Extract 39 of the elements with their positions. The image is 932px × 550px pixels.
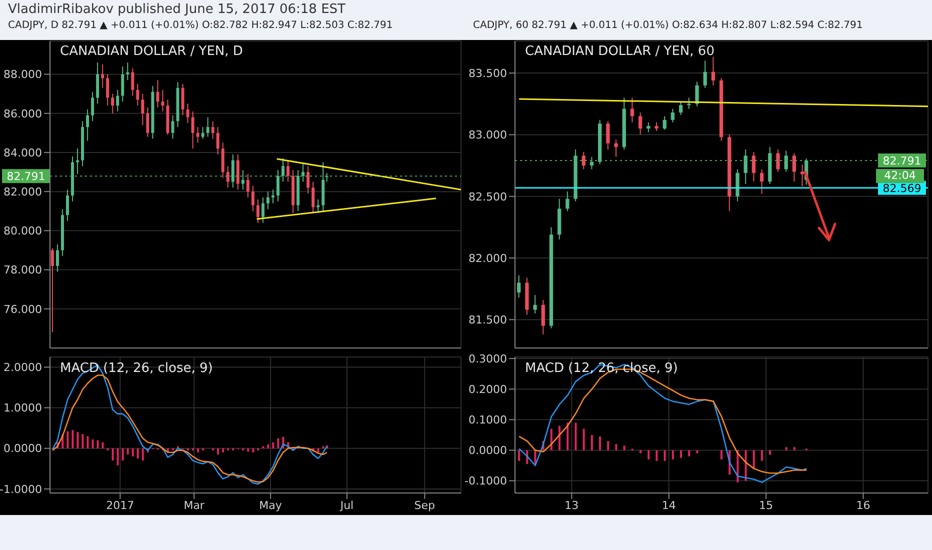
y-tick-label: 82.000 — [4, 185, 42, 198]
annotation: 42:04 — [876, 169, 924, 183]
y-tick-label: 0.0000 — [4, 442, 42, 456]
y-tick-label: 2.0000 — [4, 361, 42, 374]
y-tick-label: 88.000 — [4, 68, 42, 82]
y-tick-label: -1.0000 — [0, 482, 42, 496]
x-tick-label: Jul — [339, 498, 354, 512]
x-tick-label: 15 — [759, 498, 774, 512]
y-tick-label: 0.0000 — [468, 444, 507, 458]
y-tick-label: 82.500 — [468, 190, 507, 204]
y-tick-label: 0.2000 — [468, 382, 507, 396]
x-tick-label: May — [259, 498, 282, 512]
x-tick-label: 14 — [662, 498, 676, 512]
y-tick-label: 1.0000 — [4, 402, 42, 415]
ref-line-label: 82.569 — [882, 182, 922, 195]
chart-subtitle: CADJPY, 60 82.791 ▲ +0.011 (+0.01%) O:82.634 H:82.807 L:82.594 C:82.791 — [473, 20, 863, 31]
x-tick-label: Sep — [414, 498, 436, 512]
y-tick-label: 86.000 — [4, 107, 42, 120]
y-tick-label: 76.000 — [4, 302, 42, 316]
ref-line-label: 82.791 — [6, 170, 46, 184]
y-tick-label: 0.1000 — [468, 414, 507, 427]
ref-line-label: 82.791 — [882, 154, 922, 168]
y-tick-label: 83.000 — [468, 128, 507, 142]
chart-title: CANADIAN DOLLAR / YEN, D — [59, 44, 244, 59]
y-tick-label: 84.000 — [4, 146, 42, 160]
y-tick-label: -0.1000 — [464, 474, 507, 488]
y-tick-label: 81.500 — [468, 314, 507, 327]
y-tick-label: 80.000 — [4, 224, 42, 238]
x-tick-label: 13 — [564, 498, 579, 512]
x-tick-label: 2017 — [106, 498, 134, 512]
x-tick-label: Mar — [184, 498, 205, 512]
y-tick-label: 83.500 — [468, 66, 507, 80]
chart-title: CANADIAN DOLLAR / YEN, 60 — [524, 44, 716, 59]
text: VladimirRibakov published June 15, 2017 06:18 EST — [8, 2, 346, 17]
y-tick-label: 82.000 — [468, 252, 507, 265]
y-tick-label: 0.3000 — [468, 352, 507, 366]
chart-subtitle: CADJPY, D 82.791 ▲ +0.011 (+0.01%) O:82.782 H:82.947 L:82.503 C:82.791 — [8, 20, 393, 31]
y-tick-label: 78.000 — [4, 264, 42, 277]
x-tick-label: 16 — [856, 498, 870, 512]
